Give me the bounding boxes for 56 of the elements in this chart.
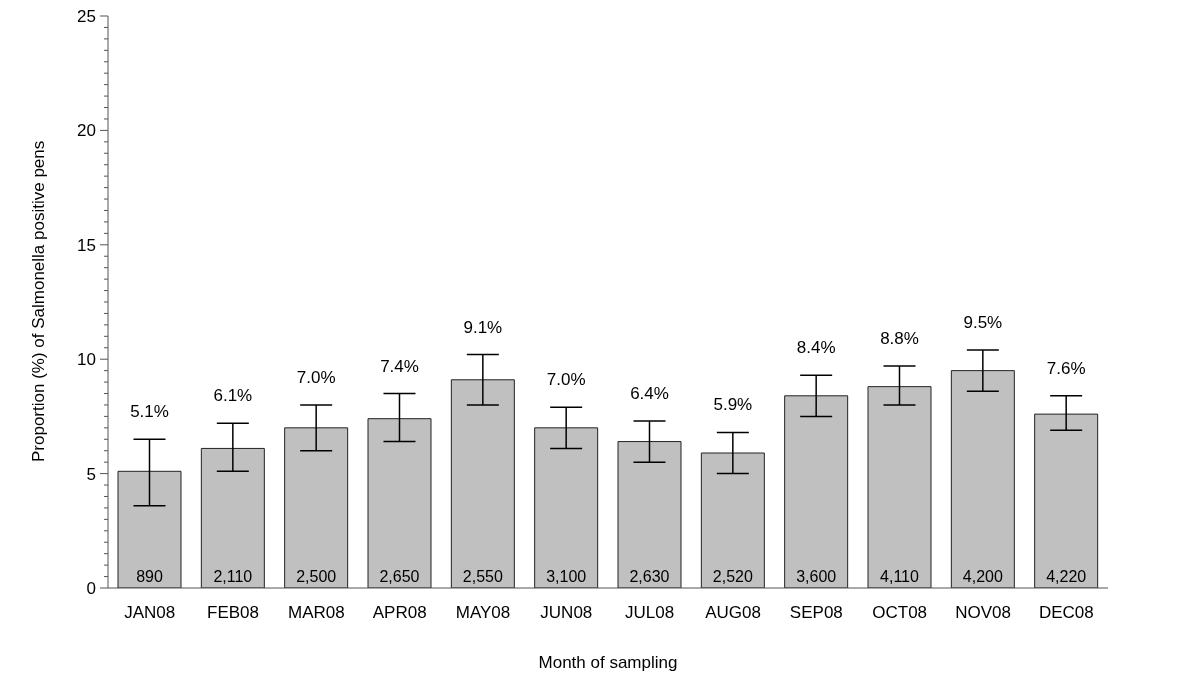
y-tick-label: 0: [86, 579, 96, 598]
bar: [617, 441, 682, 588]
data-label: 5.9%: [713, 395, 753, 415]
x-tick-label: DEC08: [1038, 603, 1094, 623]
x-tick-label: SEP08: [789, 603, 843, 623]
data-label: 5.1%: [130, 402, 169, 422]
x-tick-label: JUN08: [540, 603, 593, 623]
data-label: 7.6%: [1046, 358, 1086, 378]
annotation: 2,550: [462, 568, 503, 585]
y-tick-label: 10: [77, 350, 96, 370]
bar: [1034, 413, 1099, 588]
annotation: 4,220: [1046, 568, 1087, 585]
bar: [200, 447, 265, 588]
data-label: 7.4%: [380, 356, 419, 376]
y-tick-label: 25: [77, 7, 96, 26]
bar: [700, 452, 765, 588]
annotation: 4,110: [880, 568, 920, 585]
data-label: 7.0%: [546, 370, 586, 390]
x-tick-label: APR08: [372, 603, 427, 623]
y-tick-label: 5: [86, 464, 96, 484]
data-label: 6.4%: [630, 383, 669, 403]
bar: [867, 386, 932, 588]
y-tick-label: 20: [77, 121, 96, 141]
x-tick-label: AUG08: [705, 603, 761, 623]
annotation: 2,520: [712, 568, 753, 585]
data-label: 6.1%: [213, 386, 253, 406]
bar: [117, 470, 182, 588]
x-tick-label: MAY08: [455, 603, 511, 623]
data-label: 8.4%: [796, 338, 836, 358]
data-label: 8.8%: [880, 329, 919, 349]
data-label: 7.0%: [296, 367, 336, 387]
bar: [784, 395, 849, 588]
bar: [284, 427, 349, 588]
bar: [950, 370, 1015, 588]
x-tick-label: FEB08: [207, 603, 259, 623]
bar: [534, 427, 599, 588]
x-tick-label: JAN08: [124, 603, 176, 623]
annotation: 2,110: [213, 568, 253, 585]
x-tick-label: JUL08: [625, 603, 675, 623]
annotation: 4,200: [962, 568, 1003, 585]
annotation: 2,650: [379, 568, 420, 585]
data-label: 9.5%: [963, 313, 1003, 333]
x-tick-label: OCT08: [872, 603, 928, 623]
bar: [450, 379, 515, 588]
bar: [367, 418, 432, 588]
y-axis-title: Proportion (%) of Salmonella positive pens: [29, 140, 49, 462]
y-tick-label: 15: [77, 235, 96, 255]
annotation: 3,600: [796, 568, 837, 585]
x-tick-label: NOV08: [955, 603, 1011, 623]
data-label: 9.1%: [463, 317, 503, 337]
annotation: 890: [136, 568, 163, 585]
x-tick-label: MAR08: [287, 603, 345, 623]
x-axis-title: Month of sampling: [538, 653, 678, 672]
annotation: 2,630: [629, 568, 670, 585]
annotation: 2,500: [296, 568, 337, 585]
annotation: 3,100: [546, 568, 587, 585]
